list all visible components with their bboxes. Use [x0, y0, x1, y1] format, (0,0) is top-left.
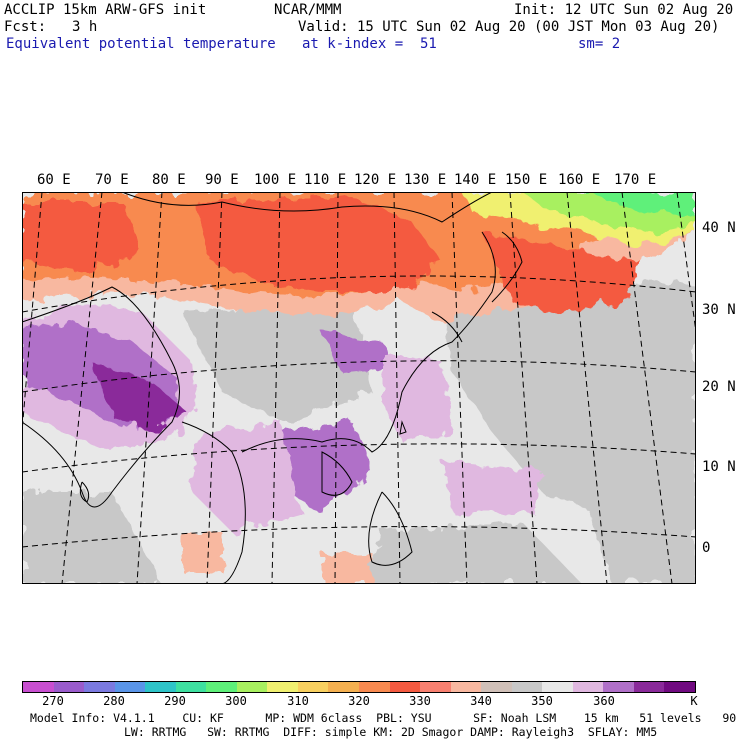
lon-label: 150 E: [505, 172, 548, 188]
organization-label: NCAR/MMM: [274, 2, 342, 18]
purple-field-region: [382, 352, 452, 442]
colorbar-tick: 280: [103, 694, 125, 708]
lon-label: 110 E: [304, 172, 347, 188]
colorbar-swatch: [84, 682, 115, 692]
colorbar-tick: 270: [42, 694, 64, 708]
colorbar-swatch: [206, 682, 237, 692]
colorbar-unit: K: [690, 694, 698, 708]
colorbar-swatch: [114, 682, 146, 692]
field-name: Equivalent potential temperature: [6, 36, 276, 52]
colorbar-swatch: [511, 682, 543, 692]
colorbar-tick: 310: [287, 694, 309, 708]
warm-field-region: [322, 552, 372, 584]
colorbar-swatch: [328, 682, 360, 692]
init-time: Init: 12 UTC Sun 02 Aug 20: [514, 2, 734, 18]
model-info-line-1: Model Info: V4.1.1 CU: KF MP: WDM 6class…: [30, 711, 740, 725]
colorbar-swatch: [603, 682, 634, 692]
purple-field-region: [282, 422, 372, 512]
warm-field-region: [192, 197, 442, 292]
colorbar-swatch: [664, 682, 696, 692]
warm-field-region: [482, 232, 642, 312]
warm-field-region: [182, 532, 222, 572]
lon-label: 80 E: [152, 172, 186, 188]
purple-field-region: [92, 362, 187, 430]
colorbar-tick: 360: [593, 694, 615, 708]
grey-field-region: [442, 282, 696, 522]
colorbar-tick: 290: [164, 694, 186, 708]
map-frame: [22, 192, 696, 584]
colorbar-tick: 300: [225, 694, 247, 708]
colorbar-swatch: [359, 682, 390, 692]
colorbar-swatch: [389, 682, 421, 692]
cool-field-region: [582, 192, 696, 217]
lon-label: 160 E: [558, 172, 601, 188]
colorbar-tick: 330: [409, 694, 431, 708]
lon-label: 60 E: [37, 172, 71, 188]
lon-label: 100 E: [254, 172, 297, 188]
colorbar-swatch: [420, 682, 451, 692]
lat-label: 20 N: [702, 379, 736, 395]
lat-label: 10 N: [702, 459, 736, 475]
colorbar-tick: 340: [470, 694, 492, 708]
graticule: [22, 192, 696, 584]
equivalent-potential-temperature-map: [22, 192, 696, 584]
coastlines: [22, 192, 523, 584]
colorbar-swatch: [297, 682, 329, 692]
valid-time: Valid: 15 UTC Sun 02 Aug 20 (00 JST Mon …: [298, 19, 720, 35]
colorbar: [22, 681, 696, 693]
grey-field-region: [582, 472, 696, 584]
model-info-line-2: LW: RRTMG SW: RRTMG DIFF: simple KM: 2D …: [124, 725, 658, 739]
purple-field-region: [442, 462, 542, 512]
lat-label: 40 N: [702, 220, 736, 236]
lon-label: 70 E: [95, 172, 129, 188]
lon-label: 120 E: [354, 172, 397, 188]
lon-label: 140 E: [454, 172, 497, 188]
model-title: ACCLIP 15km ARW-GFS init: [4, 2, 207, 18]
colorbar-swatch: [236, 682, 268, 692]
colorbar-swatch: [633, 682, 665, 692]
colorbar-swatch: [23, 682, 54, 692]
lon-label: 170 E: [614, 172, 657, 188]
colorbar-swatch: [145, 682, 176, 692]
colorbar-swatch: [542, 682, 573, 692]
warm-field-region: [22, 202, 142, 272]
purple-field-region: [192, 422, 302, 532]
lon-label: 130 E: [404, 172, 447, 188]
colorbar-swatch: [175, 682, 207, 692]
colorbar-tick: 320: [348, 694, 370, 708]
grey-field-region: [22, 492, 162, 584]
level-label: at k-index = 51: [302, 36, 437, 52]
lat-label: 0: [702, 540, 711, 556]
colorbar-swatch: [267, 682, 298, 692]
lat-label: 30 N: [702, 302, 736, 318]
colorbar-swatch: [481, 682, 512, 692]
forecast-label: Fcst:: [4, 19, 47, 35]
smoothing-label: sm= 2: [578, 36, 621, 52]
lon-label: 90 E: [205, 172, 239, 188]
colorbar-tick: 350: [531, 694, 553, 708]
colorbar-swatch: [572, 682, 604, 692]
colorbar-swatch: [450, 682, 482, 692]
colorbar-swatch: [53, 682, 85, 692]
grey-field-region: [362, 522, 582, 584]
forecast-value: 3 h: [72, 19, 98, 35]
